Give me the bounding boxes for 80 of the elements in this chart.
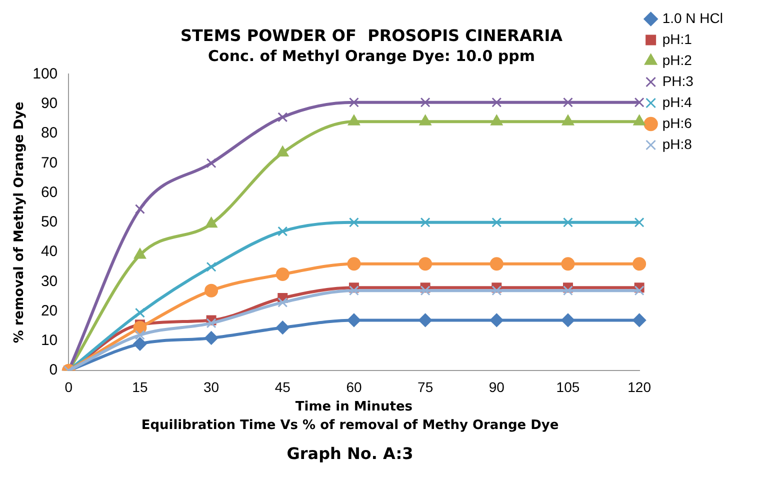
point — [420, 217, 430, 228]
point — [633, 114, 646, 126]
point — [134, 330, 145, 340]
point — [276, 146, 289, 156]
point — [348, 97, 359, 108]
y-tick-label: 50 — [40, 214, 58, 231]
point — [348, 217, 359, 228]
y-tick-label: 20 — [40, 302, 58, 320]
legend-label: PH:3 — [662, 72, 694, 89]
y-tick-label: 100 — [32, 65, 58, 82]
y-tick-label: 10 — [40, 332, 58, 350]
y-tick-label: 0 — [49, 362, 58, 379]
y-axis-title: % removal of Methyl Orange Dye — [12, 101, 28, 344]
x-tick-label: 0 — [64, 378, 73, 395]
point — [278, 112, 288, 122]
point — [278, 226, 288, 236]
point — [492, 286, 502, 296]
point — [276, 268, 290, 282]
point — [204, 284, 218, 298]
point — [632, 257, 646, 271]
legend-label: pH:4 — [662, 94, 692, 110]
point — [490, 257, 504, 271]
text: Graph No. A:3 — [286, 444, 414, 463]
point — [492, 217, 502, 228]
point — [492, 97, 502, 108]
point — [206, 262, 216, 272]
point — [562, 114, 574, 126]
x-tick-label: 15 — [132, 378, 148, 395]
point — [276, 320, 290, 334]
point — [490, 313, 504, 327]
point — [419, 114, 432, 126]
x-axis-title: Time in Minutes — [295, 400, 413, 415]
point — [348, 114, 360, 126]
text: Equilibration Time Vs % of removal of Methy Orange Dye — [140, 418, 560, 433]
point — [634, 286, 644, 296]
point — [204, 331, 218, 345]
point — [347, 313, 361, 327]
y-tick-label: 90 — [40, 94, 58, 112]
point — [134, 308, 145, 318]
legend-label: 1.0 N HCl — [662, 10, 724, 26]
legend-label: pH:1 — [662, 30, 692, 47]
x-tick-label: 60 — [346, 378, 362, 395]
point — [562, 286, 573, 296]
x-tick-label: 120 — [628, 378, 652, 395]
point — [418, 257, 432, 271]
legend-label: pH:6 — [662, 114, 692, 131]
point — [562, 217, 573, 228]
point — [561, 313, 575, 327]
legend-label: pH:8 — [662, 136, 692, 152]
y-tick-label: 70 — [40, 154, 58, 172]
chart-subtitle: Conc. of Methyl Orange Dye: 10.0 ppm — [208, 47, 535, 66]
point — [490, 114, 503, 126]
point — [134, 204, 145, 214]
x-tick-label: 75 — [418, 378, 434, 395]
point — [278, 297, 288, 308]
point — [634, 217, 644, 228]
x-tick-label: 105 — [556, 378, 580, 395]
y-tick-label: 80 — [40, 124, 58, 142]
point — [206, 158, 216, 168]
y-tick-label: 30 — [40, 272, 58, 290]
x-tick-label: 90 — [488, 378, 505, 395]
point — [348, 286, 359, 296]
point — [420, 286, 430, 296]
point — [133, 337, 147, 351]
point — [418, 313, 432, 327]
point — [205, 217, 218, 228]
y-tick-label: 40 — [40, 243, 58, 260]
point — [634, 97, 644, 108]
point — [561, 257, 575, 271]
x-tick-label: 45 — [274, 378, 291, 395]
point — [420, 97, 430, 108]
legend-label: pH:2 — [662, 52, 692, 68]
point — [562, 97, 573, 108]
point — [134, 248, 146, 259]
point — [347, 257, 361, 271]
chart-title: STEMS POWDER OF PROSOPIS CINERARIA — [180, 26, 564, 45]
point — [206, 318, 216, 328]
point — [632, 313, 646, 327]
x-tick-label: 30 — [204, 378, 220, 395]
y-tick-label: 60 — [40, 184, 58, 201]
